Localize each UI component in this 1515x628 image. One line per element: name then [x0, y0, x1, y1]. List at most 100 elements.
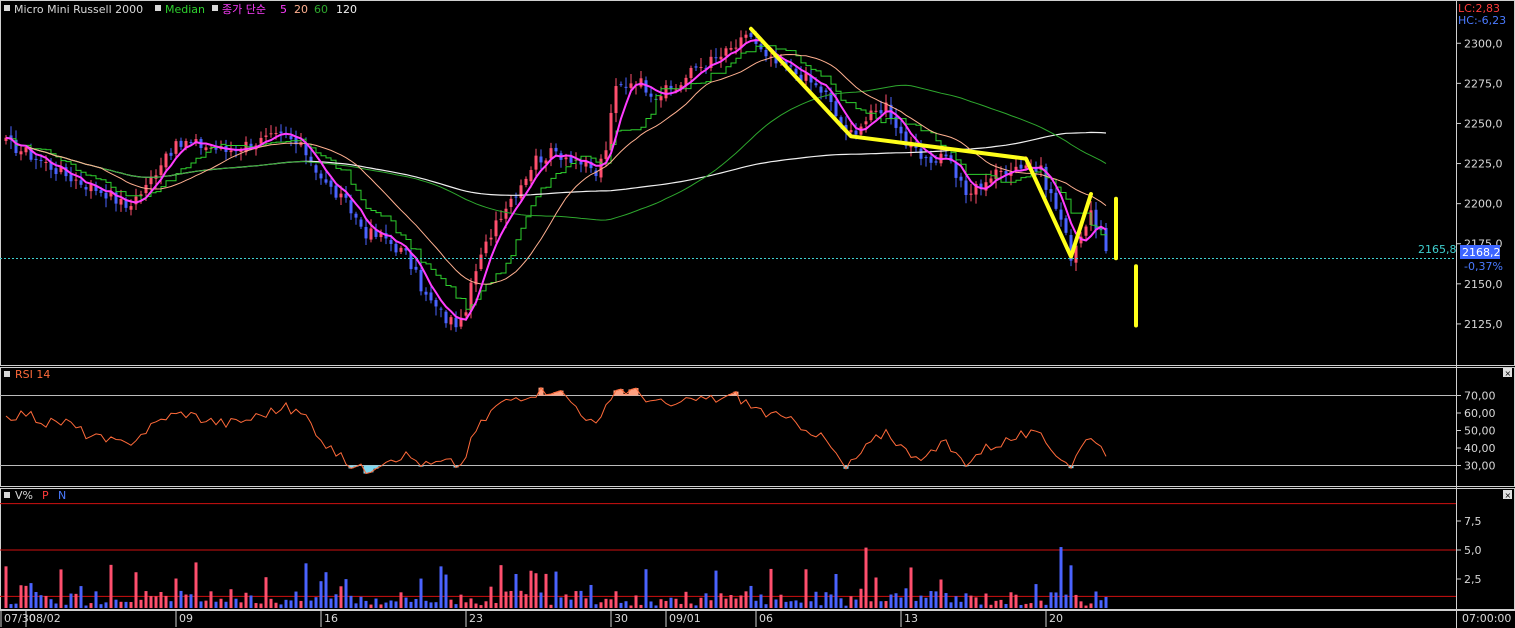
rsi-close-icon[interactable]: ×: [1503, 368, 1512, 378]
price-candle: [534, 148, 538, 178]
volume-bar: [294, 591, 298, 608]
rsi-oversold-fill: [348, 465, 354, 469]
volume-bar: [349, 595, 353, 608]
price-candle: [1054, 183, 1058, 211]
lc-stat: LC:2,83: [1458, 2, 1500, 15]
price-candle: [119, 189, 123, 212]
volume-bar: [409, 601, 413, 608]
price-candle: [149, 170, 153, 191]
price-candle: [714, 48, 718, 63]
volume-bar: [449, 599, 453, 608]
volume-bar: [814, 591, 818, 608]
volume-bar: [244, 592, 248, 608]
rsi-plot[interactable]: [0, 386, 1456, 475]
price-candle: [424, 287, 428, 302]
volume-bar: [574, 591, 578, 608]
volume-bar: [199, 601, 203, 608]
price-candle: [809, 69, 813, 92]
volume-bar: [719, 593, 723, 608]
volume-bar: [184, 594, 188, 608]
rsi-overbought-fill: [613, 390, 619, 396]
volume-bar: [394, 601, 398, 608]
volume-bar: [759, 594, 763, 608]
volume-bar: [679, 603, 683, 608]
legend-square-icon: [4, 371, 10, 377]
price-candle: [324, 170, 328, 185]
volume-bar: [994, 600, 998, 608]
date-tick-label: 09: [179, 612, 193, 625]
price-candle: [489, 229, 493, 246]
price-candle: [394, 239, 398, 256]
volume-bar: [629, 605, 633, 608]
price-plot[interactable]: [0, 26, 1456, 332]
volume-bar: [969, 595, 973, 608]
volume-bar: [484, 601, 488, 608]
rsi-overbought-fill: [633, 388, 639, 396]
price-candle: [539, 149, 543, 170]
volume-bar: [919, 595, 923, 608]
volume-bar: [849, 596, 853, 608]
price-candle: [864, 116, 868, 133]
volume-bar: [24, 585, 28, 608]
volume-bar: [664, 600, 668, 608]
price-candle: [479, 247, 483, 271]
volume-bar: [399, 592, 403, 608]
volume-bar: [229, 589, 233, 608]
volume-bar: [379, 604, 383, 608]
volume-bar: [354, 603, 358, 608]
volume-bar: [499, 565, 503, 608]
volume-bar: [69, 593, 73, 608]
rsi-tick-label: 30,00: [1464, 460, 1496, 473]
volume-bar: [489, 586, 493, 608]
volume-close-icon[interactable]: ×: [1503, 490, 1512, 500]
price-candle: [69, 166, 73, 188]
price-tick-label: 2275,0: [1464, 77, 1503, 90]
volume-bar: [259, 603, 263, 608]
price-candle: [1059, 202, 1063, 227]
volume-bar: [54, 603, 58, 608]
volume-tick-label: 7,5: [1464, 515, 1482, 528]
volume-plot[interactable]: [0, 503, 1456, 608]
rsi-oversold-fill: [363, 465, 369, 474]
price-candle: [169, 148, 173, 161]
price-candle: [594, 167, 598, 182]
date-tick-label: 20: [1049, 612, 1063, 625]
volume-bar: [114, 599, 118, 608]
rsi-oversold-fill: [353, 465, 359, 467]
volume-bar: [754, 600, 758, 608]
volume-bar: [789, 601, 793, 608]
price-candle: [894, 108, 898, 136]
price-candle: [484, 234, 488, 257]
price-candle: [694, 63, 698, 71]
price-candle: [374, 223, 378, 240]
volume-bar: [374, 598, 378, 608]
volume-bar: [954, 596, 958, 608]
volume-bar: [869, 601, 873, 608]
price-candle: [174, 138, 178, 158]
price-tick-label: 2150,0: [1464, 278, 1503, 291]
price-candle: [984, 173, 988, 197]
volume-bar: [1079, 601, 1083, 608]
price-candle: [969, 183, 973, 202]
price-candle: [429, 284, 433, 304]
volume-bar: [854, 599, 858, 608]
price-candle: [1004, 165, 1008, 183]
volume-bar: [419, 578, 423, 608]
volume-bar: [159, 591, 163, 608]
volume-bar: [594, 604, 598, 608]
volume-bar: [1104, 597, 1108, 608]
volume-bar: [369, 604, 373, 608]
volume-bar: [644, 569, 648, 608]
price-candle: [4, 135, 8, 145]
volume-bar: [579, 590, 583, 608]
volume-bar: [884, 601, 888, 608]
volume-bar: [1024, 603, 1028, 608]
rsi-overbought-fill: [628, 389, 634, 396]
price-candle: [19, 145, 23, 161]
price-tick-label: 2200,0: [1464, 198, 1503, 211]
price-candle: [354, 211, 358, 225]
volume-bar: [559, 597, 563, 608]
volume-bar: [519, 590, 523, 608]
volume-bar: [1084, 605, 1088, 608]
